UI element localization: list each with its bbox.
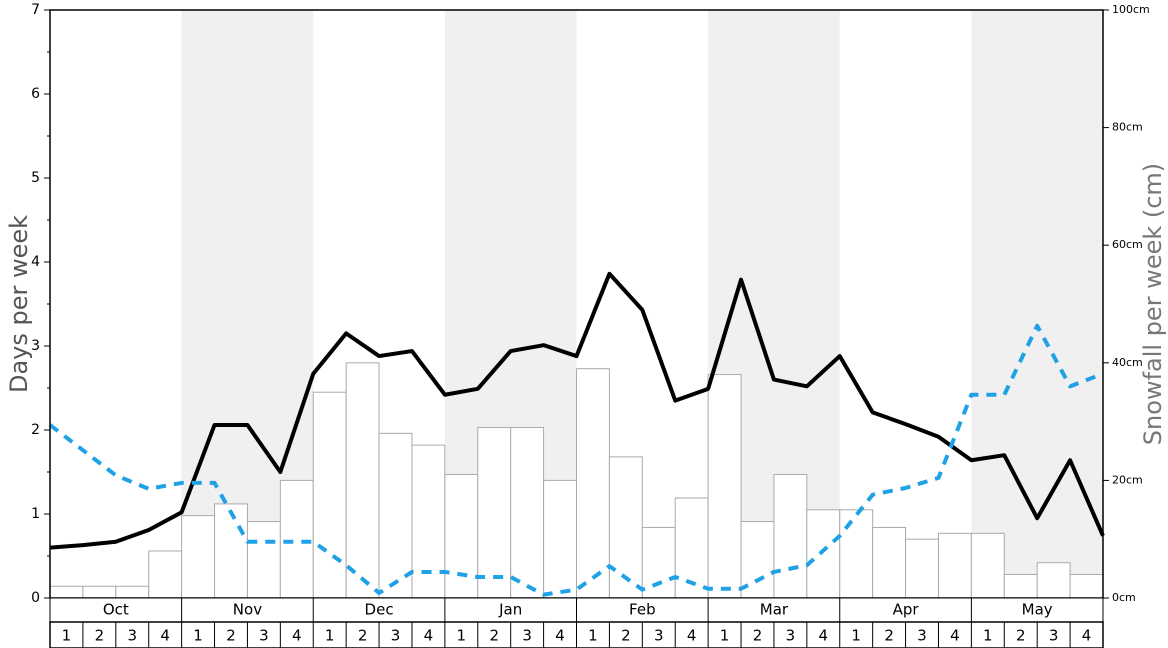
x-tick-label: 2 bbox=[621, 627, 631, 645]
bar bbox=[444, 474, 479, 599]
bar bbox=[82, 585, 117, 599]
y2-tick-label: 0cm bbox=[1112, 591, 1136, 604]
x-tick-label: 2 bbox=[1016, 627, 1026, 645]
x-tick-label: 3 bbox=[127, 627, 137, 645]
x-tick-label: 3 bbox=[522, 627, 532, 645]
bar bbox=[707, 374, 742, 599]
y-tick-label: 4 bbox=[31, 254, 40, 270]
bar bbox=[477, 426, 512, 599]
x-tick-label: 1 bbox=[193, 627, 203, 645]
month-label: Nov bbox=[233, 601, 262, 619]
y2-tick-label: 80cm bbox=[1112, 121, 1143, 134]
bar bbox=[181, 515, 216, 599]
bar bbox=[839, 509, 874, 599]
month-label: Mar bbox=[760, 601, 789, 619]
y-tick-label: 0 bbox=[31, 590, 40, 606]
bar bbox=[1036, 562, 1071, 599]
bar bbox=[543, 479, 577, 599]
x-tick-label: 4 bbox=[819, 627, 829, 645]
bar bbox=[1003, 573, 1038, 599]
x-tick-label: 4 bbox=[687, 627, 697, 645]
x-tick-label: 1 bbox=[983, 627, 993, 645]
y-tick-label: 3 bbox=[31, 338, 40, 354]
bar bbox=[49, 585, 84, 599]
x-tick-label: 1 bbox=[851, 627, 861, 645]
y-tick-label: 7 bbox=[31, 2, 40, 18]
x-tick-label: 1 bbox=[62, 627, 72, 645]
bar bbox=[773, 474, 808, 599]
x-tick-label: 1 bbox=[457, 627, 467, 645]
x-tick-label: 3 bbox=[786, 627, 796, 645]
bar bbox=[970, 532, 1005, 599]
month-label: Dec bbox=[365, 601, 394, 619]
y2-tick-label: 20cm bbox=[1112, 473, 1143, 486]
x-tick-label: 4 bbox=[424, 627, 434, 645]
line-series bbox=[48, 323, 1104, 597]
x-tick-label: 2 bbox=[95, 627, 105, 645]
y-tick-label: 2 bbox=[31, 422, 40, 438]
bar bbox=[279, 479, 314, 599]
x-tick-label: 2 bbox=[226, 627, 236, 645]
month-label: Apr bbox=[893, 601, 920, 619]
x-tick-label: 4 bbox=[160, 627, 170, 645]
y-axis-title: Days per week bbox=[5, 215, 33, 393]
bar bbox=[115, 585, 150, 599]
x-tick-label: 2 bbox=[884, 627, 894, 645]
bar bbox=[641, 526, 676, 599]
x-tick-label: 4 bbox=[292, 627, 302, 645]
month-label: Oct bbox=[103, 601, 129, 619]
line-series bbox=[49, 271, 1105, 550]
bar bbox=[148, 550, 183, 599]
x-tick-label: 4 bbox=[1082, 627, 1092, 645]
bar bbox=[937, 532, 972, 599]
x-tick-label: 3 bbox=[917, 627, 927, 645]
bar bbox=[411, 444, 446, 599]
x-tick-label: 3 bbox=[259, 627, 269, 645]
bar bbox=[905, 538, 939, 599]
x-tick-label: 3 bbox=[391, 627, 401, 645]
x-tick-label: 2 bbox=[489, 627, 499, 645]
x-tick-label: 1 bbox=[720, 627, 730, 645]
bar bbox=[312, 391, 347, 599]
y2-tick-label: 100cm bbox=[1112, 3, 1150, 16]
x-tick-label: 3 bbox=[1049, 627, 1059, 645]
bar bbox=[806, 509, 841, 599]
y2-axis-title: Snowfall per week (cm) bbox=[1139, 163, 1167, 445]
x-tick-label: 4 bbox=[950, 627, 960, 645]
bar bbox=[214, 503, 248, 599]
month-label: Feb bbox=[629, 601, 656, 619]
bar bbox=[345, 362, 380, 599]
x-tick-label: 4 bbox=[555, 627, 565, 645]
month-label: May bbox=[1022, 601, 1053, 619]
y-tick-label: 5 bbox=[31, 170, 40, 186]
x-tick-label: 2 bbox=[753, 627, 763, 645]
month-band bbox=[971, 10, 1103, 598]
x-tick-label: 2 bbox=[358, 627, 368, 645]
x-tick-label: 3 bbox=[654, 627, 664, 645]
y2-tick-label: 40cm bbox=[1112, 356, 1143, 369]
x-tick-label: 1 bbox=[325, 627, 335, 645]
bar bbox=[872, 526, 907, 599]
y2-tick-label: 60cm bbox=[1112, 238, 1143, 251]
bar bbox=[576, 368, 610, 599]
bar bbox=[1069, 573, 1104, 599]
bar bbox=[510, 426, 545, 599]
month-label: Jan bbox=[498, 601, 522, 619]
bar bbox=[246, 521, 281, 599]
x-tick-label: 1 bbox=[588, 627, 598, 645]
y-tick-label: 6 bbox=[31, 86, 40, 102]
y-tick-label: 1 bbox=[31, 506, 40, 522]
